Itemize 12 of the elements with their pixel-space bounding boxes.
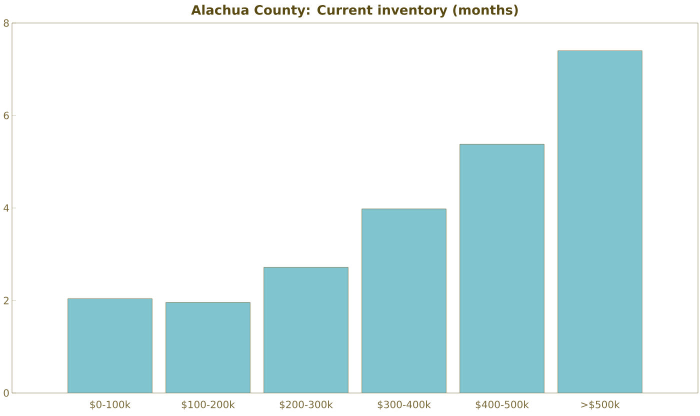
x-tick-label: $100-200k <box>182 400 235 410</box>
x-tick-label: $300-400k <box>378 400 431 410</box>
y-tick-label: 6 <box>4 112 9 120</box>
x-tick-label: >$500k <box>581 400 620 410</box>
y-tick-label: 2 <box>4 296 8 304</box>
x-tick-label: $200-300k <box>280 400 333 410</box>
x-tick-label: $400-500k <box>476 400 529 410</box>
x-tick-label: $0-100k <box>90 400 131 410</box>
chart-title: Alachua County: Current inventory (months) <box>191 4 518 18</box>
y-tick-label: 4 <box>4 204 9 212</box>
y-tick-label: 0 <box>4 389 9 397</box>
y-tick-label: 8 <box>4 19 9 27</box>
